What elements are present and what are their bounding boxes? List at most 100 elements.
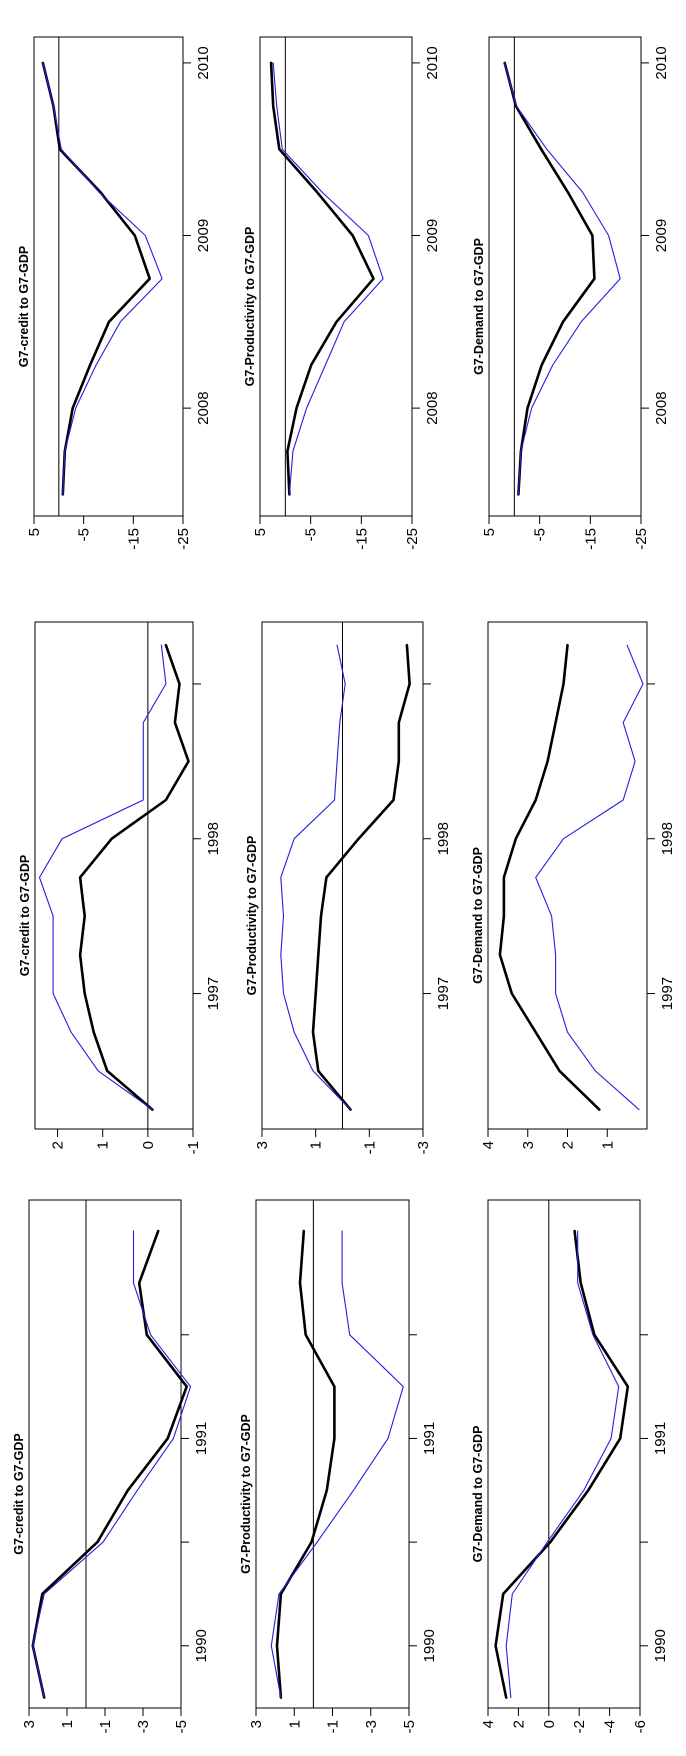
x-tick-label: 1997: [435, 977, 452, 1010]
panel-demand-1990: G7-Demand to G7-GDP 4 2 0 -2 -4 -6 1990 1991: [458, 1171, 686, 1756]
y-tick-label: -1: [325, 1720, 342, 1733]
x-tick-label: 2008: [195, 391, 212, 424]
series-black-line: [31, 1229, 188, 1699]
panel-demand-2008: G7-Demand to G7-GDP 5 -5 -15 -25 2008 2009 2010: [458, 0, 686, 586]
y-tick-label: -15: [582, 528, 599, 550]
y-tick-label: 3: [21, 1720, 38, 1728]
panel-title: G7-Productivity to G7-GDP: [243, 227, 257, 387]
chart-svg: G7-Demand to G7-GDP 5 -5 -15 -25 2008 2009 2010: [472, 36, 670, 550]
series-blue-line: [535, 644, 644, 1111]
x-tick-label: 2008: [653, 391, 670, 424]
x-tick-label: 1998: [659, 822, 676, 855]
series-blue-line: [503, 62, 621, 495]
series-black-line: [494, 1229, 630, 1699]
y-tick-label: 5: [26, 528, 43, 536]
panel-title: G7-credit to G7-GDP: [12, 1433, 26, 1555]
x-tick-label: 2010: [424, 46, 441, 79]
y-tick-label: -15: [125, 528, 142, 550]
plot-frame: [33, 36, 184, 517]
y-tick-label: 3: [248, 1720, 265, 1728]
x-tick-label: 1997: [205, 977, 222, 1010]
y-tick-label: -2: [571, 1720, 588, 1733]
plot-frame: [488, 36, 642, 517]
panel-title: G7-Demand to G7-GDP: [472, 238, 486, 375]
panel-title: G7-Productivity to G7-GDP: [245, 836, 259, 996]
panel-productivity-1997: G7-Productivity to G7-GDP 3 1 -1 -3 1997 1998: [229, 586, 458, 1171]
y-tick-label: 5: [481, 528, 498, 536]
x-tick-label: 1990: [652, 1629, 669, 1662]
panel-title: G7-Demand to G7-GDP: [471, 847, 485, 984]
x-tick-label: 1991: [193, 1422, 210, 1455]
y-tick-label: 4: [480, 1720, 497, 1728]
y-tick-label: 1: [59, 1720, 76, 1728]
plot-frame: [487, 1199, 641, 1709]
x-tick-label: 2009: [424, 219, 441, 252]
y-tick-label: -5: [303, 528, 320, 541]
y-tick-label: -4: [602, 1720, 619, 1733]
panel-title: G7-credit to G7-GDP: [18, 855, 32, 977]
panel-title: G7-credit to G7-GDP: [17, 246, 31, 368]
series-blue-line: [32, 1230, 192, 1699]
series-black-line: [311, 643, 411, 1111]
y-tick-label: 1: [308, 1141, 325, 1149]
x-tick-label: 1990: [193, 1629, 210, 1662]
y-tick-label: -1: [185, 1141, 202, 1154]
panel-productivity-1990: G7-Productivity to G7-GDP 3 1 -1 -3 -5 1990 199…: [229, 1171, 458, 1756]
plot-frame: [487, 621, 648, 1130]
y-tick-label: 0: [541, 1720, 558, 1728]
chart-svg: G7-credit to G7-GDP 2 1 0 -1 1997 1998: [18, 621, 222, 1154]
series-black-line: [498, 643, 601, 1111]
x-tick-label: 2010: [653, 46, 670, 79]
y-tick-label: -5: [173, 1720, 190, 1733]
x-tick-label: 1998: [205, 822, 222, 855]
y-tick-label: -6: [632, 1720, 649, 1733]
x-tick-label: 1991: [652, 1422, 669, 1455]
y-tick-label: 0: [140, 1141, 157, 1149]
panel-credit-1997: G7-credit to G7-GDP 2 1 0 -1 1997 1998: [0, 586, 229, 1171]
x-tick-label: 1991: [421, 1422, 438, 1455]
y-tick-label: 1: [95, 1141, 112, 1149]
x-tick-label: 1990: [421, 1629, 438, 1662]
y-tick-label: -3: [363, 1720, 380, 1733]
series-black-line: [78, 643, 190, 1111]
x-tick-label: 2009: [195, 219, 212, 252]
chart-svg: G7-Productivity to G7-GDP 5 -5 -15 -25 2008 20…: [243, 36, 441, 550]
series-blue-line: [280, 644, 352, 1111]
chart-svg: G7-Productivity to G7-GDP 3 1 -1 -3 1997 1998: [245, 621, 452, 1154]
series-black-line: [503, 61, 596, 496]
y-tick-label: -1: [97, 1720, 114, 1733]
y-tick-label: -3: [135, 1720, 152, 1733]
panel-credit-1990: G7-credit to G7-GDP 3 1 -1 -3 -5 1990 1991: [0, 1171, 229, 1756]
x-tick-label: 2008: [424, 391, 441, 424]
y-tick-label: 5: [252, 528, 269, 536]
chart-svg: G7-credit to G7-GDP 3 1 -1 -3 -5 1990 1991: [12, 1199, 210, 1733]
panel-credit-2008: G7-credit to G7-GDP 5 -5 -15 -25 2008 2009 2010: [0, 0, 229, 586]
plot-frame: [259, 36, 413, 517]
series-blue-line: [272, 62, 384, 495]
y-tick-label: -1: [361, 1141, 378, 1154]
series-blue-line: [38, 644, 167, 1111]
series-black-line: [269, 61, 375, 496]
chart-svg: G7-Demand to G7-GDP 4 2 0 -2 -4 -6 1990 1991: [471, 1199, 669, 1733]
y-tick-label: 2: [560, 1141, 577, 1149]
panel-title: G7-Productivity to G7-GDP: [239, 1414, 253, 1574]
chart-svg: G7-credit to G7-GDP 5 -5 -15 -25 2008 2009 2010: [17, 36, 212, 550]
panel-demand-1997: G7-Demand to G7-GDP 4 3 2 1 1997 1998: [458, 586, 686, 1171]
series-black-line: [275, 1229, 336, 1699]
panel-productivity-2008: G7-Productivity to G7-GDP 5 -5 -15 -25 2008 20…: [229, 0, 458, 586]
y-tick-label: 3: [254, 1141, 271, 1149]
y-tick-label: -15: [353, 528, 370, 550]
y-tick-label: -3: [415, 1141, 432, 1154]
x-tick-label: 1998: [435, 822, 452, 855]
chart-svg: G7-Demand to G7-GDP 4 3 2 1 1997 1998: [471, 621, 676, 1149]
panel-title: G7-Demand to G7-GDP: [471, 1426, 485, 1563]
y-tick-label: -5: [532, 528, 549, 541]
y-tick-label: -25: [404, 528, 421, 550]
series-blue-line: [270, 1230, 404, 1699]
y-tick-label: -25: [175, 528, 192, 550]
series-blue-line: [505, 1230, 620, 1699]
y-tick-label: 2: [510, 1720, 527, 1728]
x-tick-label: 1997: [659, 977, 676, 1010]
plot-frame: [28, 1199, 182, 1709]
